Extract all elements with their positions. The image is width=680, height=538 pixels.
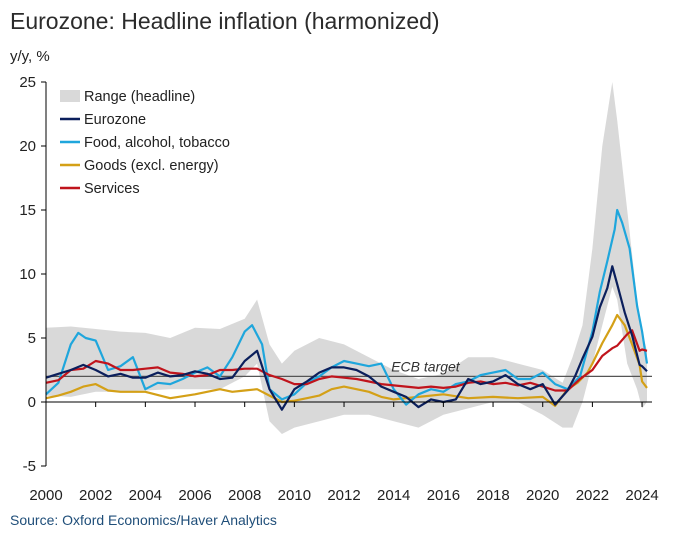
axis-layer: -5 0 5 10 15 20 25 2000 2002 2004 2006 2008 2010 2012… <box>19 74 658 504</box>
x-tick-label: 2004 <box>129 487 162 504</box>
x-tick-label: 2010 <box>278 487 311 504</box>
chart-title: Eurozone: Headline inflation (harmonized… <box>10 8 440 34</box>
x-tick-label: 2014 <box>377 487 410 504</box>
x-tick-label: 2012 <box>327 487 360 504</box>
legend-services-label: Services <box>84 181 140 197</box>
legend-goods-label: Goods (excl. energy) <box>84 158 219 174</box>
x-tick-label: 2002 <box>79 487 112 504</box>
series-layer <box>45 208 649 411</box>
y-tick-label: 15 <box>19 202 36 219</box>
x-tick-label: 2016 <box>427 487 460 504</box>
y-tick-label: -5 <box>23 458 36 475</box>
y-tick-label: 0 <box>28 394 36 411</box>
x-tick-label: 2024 <box>625 487 658 504</box>
x-tick-label: 2022 <box>576 487 609 504</box>
x-tick-label: 2020 <box>526 487 559 504</box>
x-tick-label: 2006 <box>178 487 211 504</box>
legend: Range (headline) Eurozone Food, alcohol, t… <box>60 89 230 197</box>
x-tick-label: 2018 <box>476 487 509 504</box>
series-eurozone <box>45 265 648 411</box>
legend-range-label: Range (headline) <box>84 89 195 105</box>
range-band <box>46 82 647 434</box>
legend-food-label: Food, alcohol, tobacco <box>84 135 230 151</box>
series-goods <box>45 313 648 407</box>
legend-eurozone-label: Eurozone <box>84 112 146 128</box>
legend-range-swatch <box>60 90 80 102</box>
y-axis-label: y/y, % <box>10 48 50 65</box>
x-tick-label: 2000 <box>29 487 62 504</box>
series-services <box>45 329 648 392</box>
source-note: Source: Oxford Economics/Haver Analytics <box>10 512 277 528</box>
ecb-target-label: ECB target <box>391 358 461 374</box>
x-tick-label: 2008 <box>228 487 261 504</box>
y-tick-label: 5 <box>28 330 36 347</box>
y-tick-label: 20 <box>19 138 36 155</box>
y-tick-label: 25 <box>19 74 36 91</box>
y-tick-label: 10 <box>19 266 36 283</box>
range-band-layer <box>46 82 647 434</box>
